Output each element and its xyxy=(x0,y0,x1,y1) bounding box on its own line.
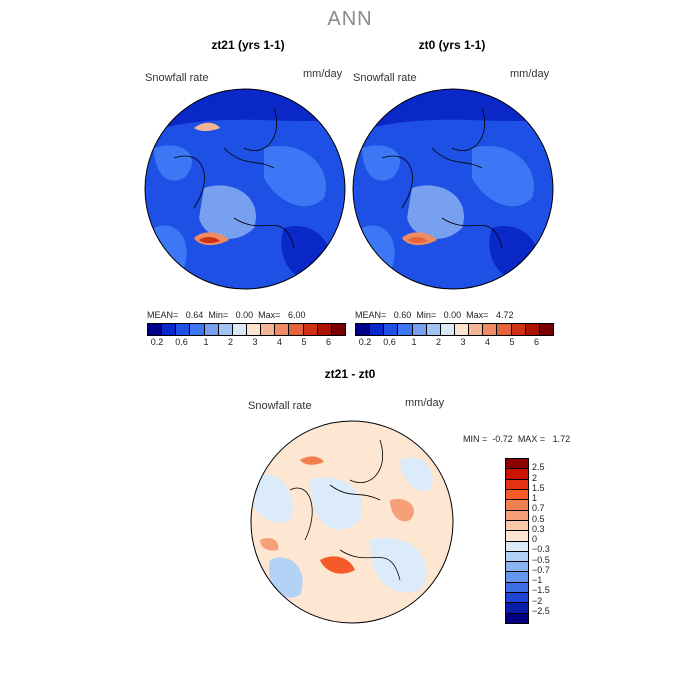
diff-colorbar-tick-label: 0 xyxy=(532,534,538,544)
diff-colorbar-tick-label: −2.5 xyxy=(532,605,550,616)
diff-colorbar-tick-label: −2 xyxy=(532,595,543,606)
colorbar-swatch xyxy=(356,324,371,335)
panel-1-variable-label: Snowfall rate xyxy=(145,72,209,84)
page-title: ANN xyxy=(327,8,373,30)
diff-colorbar-tick-label: 0.7 xyxy=(532,503,545,514)
diff-colorbar-tick-label: 0.3 xyxy=(532,523,545,534)
colorbar-swatch xyxy=(232,324,247,335)
colorbar-tick-label: 3 xyxy=(252,337,258,347)
colorbar-swatch xyxy=(539,324,553,335)
colorbar-swatch xyxy=(497,324,512,335)
colorbar-swatch xyxy=(331,324,345,335)
colorbar-tick-label: 6 xyxy=(325,337,331,347)
diff-colorbar-tick-label: −1 xyxy=(532,575,543,585)
colorbar-tick-label: 3 xyxy=(460,337,466,347)
diff-colorbar-tick-label: −0.7 xyxy=(532,564,550,575)
colorbar-swatch xyxy=(176,324,191,335)
colorbar-swatch xyxy=(384,324,399,335)
colorbar-tick-label: 2 xyxy=(435,337,441,347)
panel-2-title: zt0 (yrs 1-1) xyxy=(418,38,486,52)
diff-colorbar-swatch xyxy=(506,603,528,614)
diff-colorbar-swatch xyxy=(506,479,528,490)
colorbar-swatch xyxy=(289,324,304,335)
diff-colorbar-swatch xyxy=(506,613,528,623)
panel-1-units-label: mm/day xyxy=(303,68,343,80)
diff-units-label: mm/day xyxy=(405,397,445,409)
diff-min-max: MIN = -0.72 MAX = 1.72 xyxy=(463,434,571,444)
colorbar-swatch xyxy=(454,324,470,335)
colorbar-tick-label: 0.2 xyxy=(150,337,164,347)
colorbar-swatch xyxy=(426,324,441,335)
colorbar-tick-label: 0.6 xyxy=(175,337,188,347)
colorbar-swatch xyxy=(204,324,219,335)
colorbar-swatch xyxy=(246,324,262,335)
colorbar-swatch xyxy=(261,324,276,335)
colorbar-tick-label: 5 xyxy=(301,337,307,347)
colorbar-swatch xyxy=(370,324,385,335)
panel-1-title: zt21 (yrs 1-1) xyxy=(211,38,285,52)
diff-title: zt21 - zt0 xyxy=(324,367,376,381)
colorbar-swatch xyxy=(440,324,455,335)
diff-colorbar-swatch xyxy=(506,593,528,604)
diff-colorbar-swatch xyxy=(506,510,528,521)
colorbar-swatch xyxy=(469,324,484,335)
panel-2-units-label: mm/day xyxy=(510,68,550,80)
colorbar-swatch xyxy=(218,324,233,335)
panel-2-variable-label: Snowfall rate xyxy=(353,72,417,84)
diff-colorbar-tick-label: −0.5 xyxy=(532,554,550,565)
diff-colorbar-swatch xyxy=(506,572,528,583)
colorbar-swatch xyxy=(525,324,540,335)
diff-variable-label: Snowfall rate xyxy=(248,400,312,412)
colorbar-tick-label: 6 xyxy=(533,337,539,347)
colorbar-swatch xyxy=(190,324,205,335)
diff-colorbar-swatch xyxy=(506,459,528,470)
diff-colorbar-tick-label: 2 xyxy=(532,472,538,483)
colorbar-tick-label: 5 xyxy=(509,337,515,347)
colorbar-tick-label: 4 xyxy=(484,337,490,347)
colorbar-tick-label: 0.6 xyxy=(383,337,396,347)
panel-2-stats: MEAN= 0.60 Min= 0.00 Max= 4.72 xyxy=(355,310,514,320)
panel-1-stats: MEAN= 0.64 Min= 0.00 Max= 6.00 xyxy=(147,310,306,320)
diff-colorbar-tick-label: 1.5 xyxy=(532,482,545,493)
colorbar-swatch xyxy=(511,324,526,335)
colorbar-swatch xyxy=(398,324,413,335)
panel-1-colorbar xyxy=(147,323,346,336)
panel-2-colorbar xyxy=(355,323,554,336)
diff-colorbar-swatch xyxy=(506,500,528,511)
colorbar-swatch xyxy=(303,324,318,335)
diff-colorbar-tick-label: −1.5 xyxy=(532,585,550,596)
diff-colorbar-tick-label: 1 xyxy=(532,493,538,503)
colorbar-swatch xyxy=(412,324,427,335)
diff-colorbar-swatch xyxy=(506,582,528,594)
colorbar-tick-label: 0.2 xyxy=(358,337,372,347)
panel-2-map xyxy=(352,88,554,290)
colorbar-tick-label: 1 xyxy=(411,337,417,347)
colorbar-swatch xyxy=(483,324,498,335)
diff-colorbar-swatch xyxy=(506,520,528,532)
colorbar-swatch xyxy=(148,324,163,335)
diff-colorbar-swatch xyxy=(506,551,528,563)
colorbar-swatch xyxy=(275,324,290,335)
colorbar-tick-label: 1 xyxy=(203,337,209,347)
colorbar-tick-label: 2 xyxy=(227,337,233,347)
diff-map xyxy=(250,420,454,624)
panel-1-map xyxy=(144,88,346,290)
diff-colorbar-swatch xyxy=(506,489,528,501)
diff-colorbar-tick-label: −0.3 xyxy=(532,544,550,555)
diff-colorbar xyxy=(505,458,529,624)
diff-colorbar-tick-label: 2.5 xyxy=(532,462,545,473)
diff-colorbar-swatch xyxy=(506,469,528,480)
diff-colorbar-swatch xyxy=(506,562,528,573)
diff-colorbar-swatch xyxy=(506,531,528,542)
colorbar-swatch xyxy=(317,324,332,335)
colorbar-swatch xyxy=(162,324,177,335)
diff-colorbar-swatch xyxy=(506,541,528,552)
diff-colorbar-tick-label: 0.5 xyxy=(532,513,545,524)
colorbar-tick-label: 4 xyxy=(276,337,282,347)
